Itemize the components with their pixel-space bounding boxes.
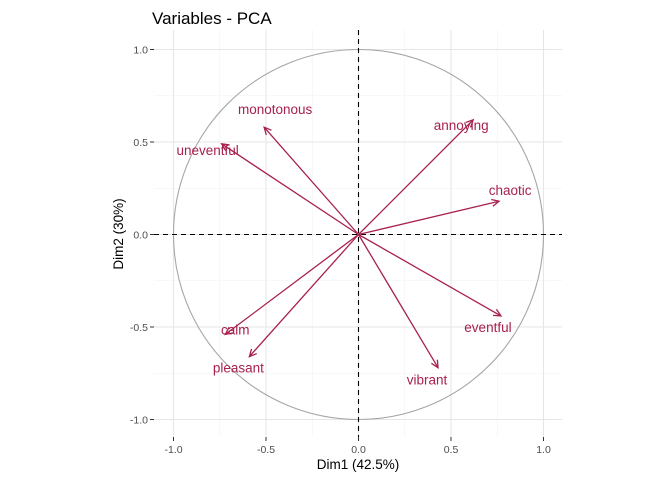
variable-label: chaotic (489, 183, 532, 198)
variable-label: monotonous (238, 102, 313, 117)
arrow-head (492, 308, 503, 317)
zero-lines (154, 30, 562, 437)
variable-arrow (248, 234, 359, 358)
y-tick-label: 0.0 (133, 230, 148, 242)
arrow-shaft (357, 234, 439, 369)
variable-arrow (358, 198, 501, 236)
arrow-shaft (263, 126, 359, 235)
x-tick-label: -1.0 (164, 444, 182, 456)
y-tick-label: -1.0 (130, 415, 148, 427)
variable-arrow (224, 233, 359, 336)
variable-labels: monotonous uneventful annoying chaotic event… (176, 102, 531, 388)
variable-arrow (358, 118, 475, 235)
y-axis-title: Dim2 (30%) (111, 198, 126, 269)
arrow-head (431, 359, 439, 369)
arrow-shaft (224, 233, 359, 335)
variable-arrow (357, 234, 439, 369)
arrow-shaft (358, 119, 474, 235)
arrow-head (263, 126, 272, 136)
variable-label: uneventful (176, 143, 238, 158)
arrow-head (248, 348, 257, 358)
axis-ticks: -1.0 -0.5 0.0 0.5 1.0 -1.0 -0.5 0.0 0.5 1.0 (130, 45, 551, 457)
variable-label: vibrant (407, 373, 448, 388)
y-tick-label: 1.0 (133, 45, 148, 57)
variable-arrow (263, 126, 359, 235)
arrow-shaft (358, 200, 500, 236)
x-tick-label: 0.5 (444, 444, 459, 456)
arrow-shaft (221, 143, 359, 236)
arrow-shaft (248, 234, 359, 358)
arrow-head (220, 143, 230, 152)
variable-label: calm (221, 322, 250, 337)
x-tick-label: 1.0 (536, 444, 551, 456)
variable-label: pleasant (213, 361, 264, 376)
chart-title: Variables - PCA (152, 9, 272, 28)
arrow-head (465, 118, 475, 128)
variable-label: eventful (464, 320, 511, 335)
arrow-head (224, 326, 234, 336)
x-tick-label: -0.5 (257, 444, 275, 456)
x-axis-title: Dim1 (42.5%) (317, 457, 400, 472)
arrow-shaft (358, 233, 502, 317)
x-tick-label: 0.0 (351, 444, 366, 456)
variable-arrow (358, 233, 503, 317)
variable-arrow (220, 143, 359, 236)
y-tick-label: -0.5 (130, 322, 148, 334)
y-tick-label: 0.5 (133, 137, 148, 149)
variable-arrows (220, 118, 503, 369)
arrow-head (491, 198, 501, 207)
variable-label: annoying (434, 118, 489, 133)
